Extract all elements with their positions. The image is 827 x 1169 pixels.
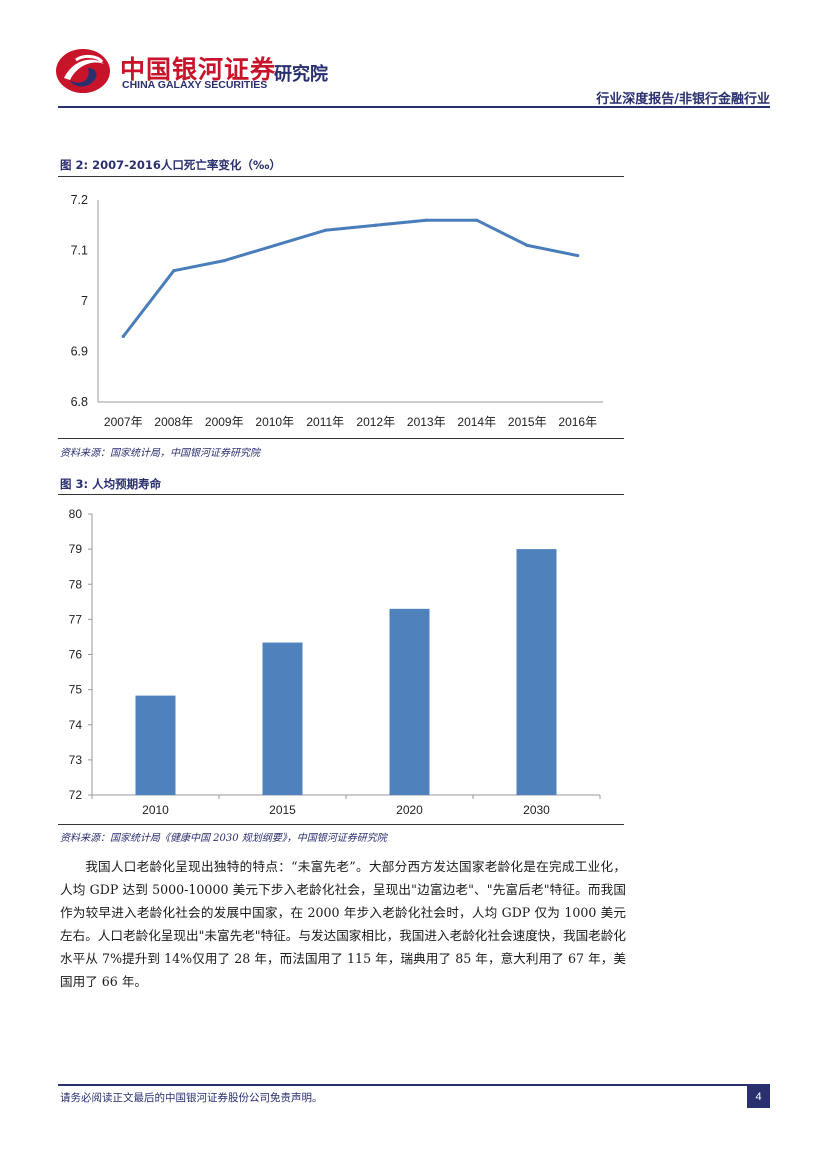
y-tick-label: 76: [69, 648, 83, 662]
bar: [516, 549, 557, 795]
x-tick-label: 2010: [142, 803, 169, 817]
x-tick-label: 2014年: [457, 415, 496, 429]
figure-2-bottom-rule: [58, 438, 624, 439]
bar: [389, 608, 430, 795]
footer-divider: [58, 1084, 770, 1086]
data-point: [323, 228, 327, 232]
y-tick-label: 7.1: [71, 244, 88, 258]
x-tick-label: 2010年: [255, 415, 294, 429]
data-point: [374, 223, 378, 227]
data-point: [121, 334, 125, 338]
y-tick-label: 77: [69, 612, 83, 626]
y-tick-label: 6.9: [71, 345, 88, 359]
y-tick-label: 73: [69, 753, 83, 767]
y-tick-label: 6.8: [71, 395, 88, 409]
series-line: [122, 218, 579, 338]
x-tick-label: 2016年: [558, 415, 597, 429]
figure-2-source: 资料来源：国家统计局，中国银河证券研究院: [60, 448, 260, 459]
y-tick-label: 75: [69, 683, 83, 697]
footer-disclaimer: 请务必阅读正文最后的中国银河证券股份公司免责声明。: [60, 1092, 323, 1104]
bar: [262, 642, 303, 795]
bar: [135, 695, 176, 795]
brand-name-en: CHINA GALAXY SECURITIES: [122, 79, 268, 91]
x-tick-label: 2008年: [154, 415, 193, 429]
data-point: [525, 243, 529, 248]
header-divider: [58, 106, 770, 108]
x-tick-label: 2015年: [508, 415, 547, 429]
report-type: 行业深度报告/非银行金融行业: [596, 92, 770, 107]
institute-label: 研究院: [274, 64, 328, 85]
x-tick-label: 2020: [396, 803, 423, 817]
page-number: 4: [747, 1086, 770, 1108]
figure-3-title: 图 3: 人均预期寿命: [60, 477, 162, 491]
y-tick-label: 80: [69, 507, 83, 521]
brand-name-cn: 中国银河证券: [120, 55, 277, 84]
figure-3-source: 资料来源：国家统计局《健康中国 2030 规划纲要》，中国银河证券研究院: [60, 833, 387, 844]
y-tick-label: 72: [69, 788, 83, 802]
data-point: [424, 218, 428, 222]
x-tick-label: 2030: [523, 803, 550, 817]
x-tick-label: 2013年: [407, 415, 446, 429]
figure-2-title: 图 2: 2007-2016人口死亡率变化（‰）: [60, 158, 281, 172]
x-tick-label: 2012年: [356, 415, 395, 429]
data-point: [475, 218, 479, 222]
data-point: [273, 243, 277, 248]
data-point: [222, 259, 226, 263]
galaxy-logo-icon: [56, 49, 110, 93]
x-tick-label: 2009年: [205, 415, 244, 429]
figure-3-top-rule: [58, 494, 624, 495]
y-tick-label: 79: [69, 542, 83, 556]
mortality-line-chart: 7.2 7.1 7 6.9 6.8 2007年 2008年 2009年 2010年 2011年 20…: [71, 193, 603, 429]
life-expectancy-bar-chart: 80 79 78 77 76 75 74 73 72 2010 2015 2020 2030: [69, 507, 601, 817]
x-tick-label: 2015: [269, 803, 296, 817]
y-tick-label: 78: [69, 577, 83, 591]
y-tick-label: 74: [69, 718, 83, 732]
data-point: [172, 269, 176, 273]
body-paragraph: 我国人口老龄化呈现出独特的特点：“未富先老”。大部分西方发达国家老龄化是在完成工…: [60, 859, 626, 989]
x-tick-label: 2011年: [306, 415, 344, 429]
y-tick-label: 7: [81, 294, 88, 308]
y-tick-label: 7.2: [71, 193, 88, 207]
figure-2-top-rule: [58, 176, 624, 177]
x-tick-label: 2007年: [104, 415, 143, 429]
figure-3-bottom-rule: [58, 824, 624, 825]
data-point: [576, 253, 580, 258]
